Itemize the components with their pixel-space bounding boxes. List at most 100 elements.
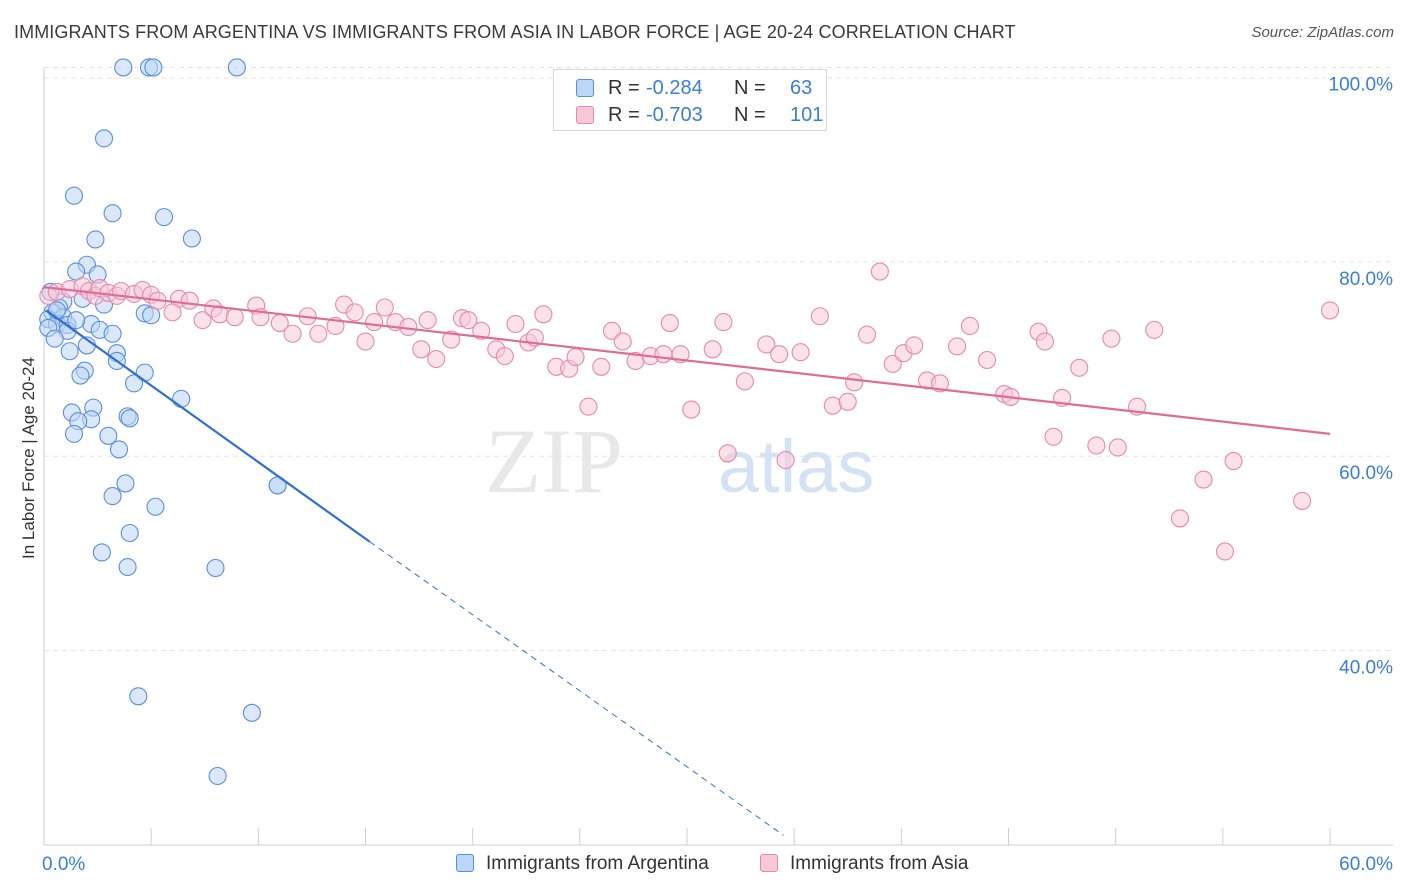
x-tick-label-min: 0.0% (42, 854, 85, 875)
asia-point (427, 349, 446, 369)
argentina-point (109, 440, 129, 459)
asia-point (459, 311, 478, 330)
asia-point (283, 324, 302, 343)
asia-point (757, 335, 776, 354)
asia-point (845, 373, 864, 392)
y-axis-title: In Labor Force | Age 20-24 (19, 357, 38, 559)
asia-point (1035, 332, 1054, 351)
argentina-point (60, 342, 79, 361)
asia-point (356, 332, 375, 351)
asia-point (592, 357, 611, 376)
y-tick-label: 100.0% (1329, 74, 1394, 95)
asia-point (823, 396, 842, 415)
asia-point (309, 324, 328, 343)
asia-point (770, 345, 789, 364)
argentina-point (124, 374, 144, 393)
legend-n-label: N = (734, 77, 766, 99)
gridlines (44, 66, 1393, 652)
asia-point (810, 307, 829, 326)
asia-point (718, 444, 737, 463)
legend-swatch-asia (576, 106, 594, 124)
bottom-legend-label-asia: Immigrants from Asia (790, 853, 969, 874)
argentina-point (208, 766, 227, 786)
legend-n-value: 101 (790, 104, 824, 126)
asia-point (1145, 320, 1164, 339)
argentina-point (129, 687, 148, 706)
asia-point (225, 308, 244, 327)
asia-point (1215, 542, 1235, 561)
asia-point (883, 354, 902, 373)
x-tick-label-max: 60.0% (1339, 854, 1393, 875)
argentina-point (103, 487, 122, 506)
argentina-point (103, 204, 122, 223)
asia-point (442, 330, 461, 349)
asia-point (776, 451, 795, 470)
asia-point (418, 311, 437, 330)
argentina-trend-extension (369, 541, 784, 836)
asia-point (960, 316, 979, 336)
asia-point (193, 311, 212, 330)
argentina-point (154, 208, 174, 227)
source-label: Source: ZipAtlas.com (1251, 24, 1394, 41)
legend-swatch-argentina (576, 79, 594, 97)
argentina-point (227, 58, 246, 77)
asia-point (1102, 329, 1121, 348)
bottom-legend-label-argentina: Immigrants from Argentina (486, 853, 709, 874)
argentina-point (182, 229, 201, 248)
asia-point (660, 314, 679, 333)
legend-r-value: -0.703 (646, 104, 703, 126)
asia-point (613, 332, 632, 351)
asia-point (654, 345, 673, 364)
legend-r-label: R = (608, 104, 640, 126)
asia-point (703, 340, 722, 359)
argentina-point (114, 58, 133, 77)
asia-point (345, 303, 364, 322)
legend-r-value: -0.284 (646, 77, 703, 99)
asia-point (1320, 301, 1340, 320)
asia-point (1044, 427, 1063, 446)
watermark-zip: ZIP (485, 410, 623, 512)
legend-n-label: N = (734, 104, 766, 126)
watermark-atlas: atlas (718, 425, 874, 508)
asia-point (472, 321, 491, 340)
argentina-point (86, 230, 105, 249)
asia-point (791, 343, 810, 362)
chart-title: IMMIGRANTS FROM ARGENTINA VS IMMIGRANTS … (14, 22, 1016, 42)
argentina-point (64, 186, 84, 205)
y-tick-label: 40.0% (1339, 658, 1393, 679)
argentina-point (64, 424, 84, 443)
asia-point (857, 325, 877, 344)
bottom-legend-swatch-asia (760, 854, 778, 872)
asia-point (735, 372, 754, 391)
asia-point (163, 303, 182, 322)
asia-point (1070, 358, 1089, 377)
asia-point (1293, 491, 1312, 510)
asia-point (905, 336, 924, 355)
asia-point (1108, 438, 1127, 457)
asia-point (948, 337, 967, 356)
argentina-point (146, 497, 165, 516)
argentina-point (94, 129, 114, 148)
argentina-point (144, 58, 163, 77)
asia-point (1170, 509, 1190, 528)
argentina-point (103, 324, 122, 343)
asia-point (180, 291, 199, 310)
asia-point (714, 313, 733, 332)
axes (43, 68, 1393, 846)
asia-point (566, 348, 585, 367)
asia-trend-line (43, 286, 1331, 435)
asia-point (838, 392, 857, 411)
series-argentina-points (39, 58, 287, 786)
asia-point (1194, 470, 1213, 489)
argentina-point (120, 409, 139, 428)
argentina-point (99, 426, 118, 445)
legend-r-label: R = (608, 77, 640, 99)
asia-point (534, 305, 553, 324)
asia-point (365, 313, 384, 332)
asia-point (930, 374, 949, 393)
series-asia-points (39, 262, 1340, 561)
bottom-legend-swatch-argentina (456, 854, 474, 872)
tick-labels: 40.0% 60.0% 80.0% 100.0% 0.0% 60.0% (42, 74, 1393, 875)
correlation-legend: R = -0.284 N = 63 R = -0.703 N = 101 (553, 69, 827, 131)
